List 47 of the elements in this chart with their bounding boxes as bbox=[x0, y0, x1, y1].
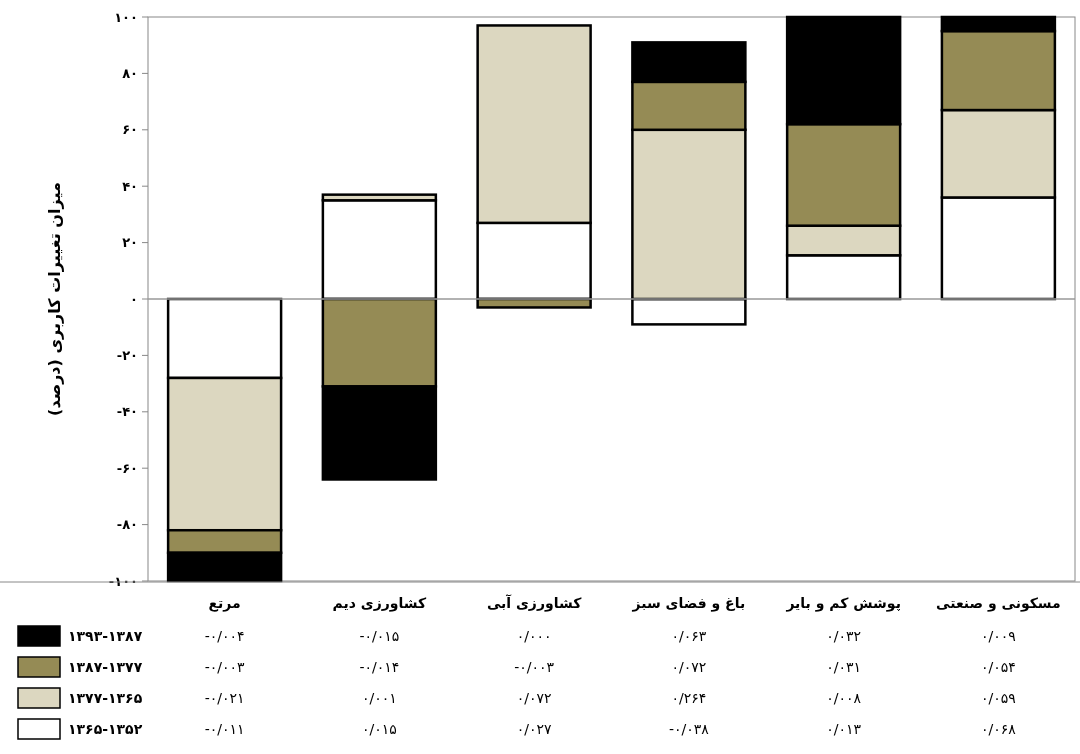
text: -۰/۰۰۳ bbox=[204, 658, 245, 675]
x-tick-label: مرتع bbox=[208, 595, 241, 612]
text: ۰/۰۷۲ bbox=[671, 658, 707, 675]
text: -۰/۰۱۴ bbox=[359, 658, 400, 675]
y-tick-label: ۱۰۰ bbox=[114, 9, 138, 25]
text: ۰/۰۳۲ bbox=[826, 627, 862, 644]
x-tick-label: کشاورزی آبی bbox=[486, 594, 583, 612]
text: -۰/۰۱۱ bbox=[204, 720, 245, 737]
text: -۰/۰۳۸ bbox=[668, 720, 710, 737]
y-tick-label: -۲۰ bbox=[116, 347, 138, 363]
y-tick-label: ۲۰ bbox=[122, 235, 138, 251]
x-tick-label: باغ و فضای سبز bbox=[631, 595, 746, 612]
y-tick-label: ۴۰ bbox=[122, 178, 138, 194]
y-axis-title: میزان تغییرات کاربری (درصد) bbox=[45, 182, 64, 416]
text: ۰/۰۰۸ bbox=[826, 689, 862, 706]
y-tick-label: ۰ bbox=[130, 291, 138, 307]
y-tick-label: ۶۰ bbox=[122, 122, 138, 138]
y-tick-label: -۴۰ bbox=[116, 404, 138, 420]
y-tick-label: ۸۰ bbox=[122, 65, 138, 81]
legend-label: ۱۳۷۷-۱۳۶۵ bbox=[68, 689, 143, 706]
text: -۰/۰۲۱ bbox=[204, 689, 245, 706]
text: ۰/۰۱۳ bbox=[826, 720, 862, 737]
x-tick-label: مسکونی و صنعتی bbox=[936, 595, 1061, 612]
x-tick-label: کشاورزی دیم bbox=[332, 595, 428, 612]
legend-label: ۱۳۹۳-۱۳۸۷ bbox=[68, 627, 143, 644]
text: ۰/۰۰۹ bbox=[981, 627, 1016, 644]
y-tick-label: -۸۰ bbox=[116, 517, 138, 533]
text: ۰/۲۶۴ bbox=[671, 689, 707, 706]
text: ۰/۰۵۴ bbox=[981, 658, 1016, 675]
text: ۰/۰۷۲ bbox=[516, 689, 552, 706]
text: ۰/۰۵۹ bbox=[981, 689, 1016, 706]
text: -۰/۰۰۳ bbox=[514, 658, 555, 675]
text: ۰/۰۶۸ bbox=[981, 720, 1017, 737]
text: -۰/۰۱۵ bbox=[359, 627, 400, 644]
text: ۰/۰۲۷ bbox=[516, 720, 552, 737]
legend-label: ۱۳۸۷-۱۳۷۷ bbox=[68, 658, 143, 675]
text: ۰/۰۰۰ bbox=[516, 627, 552, 644]
text: -۰/۰۰۴ bbox=[204, 627, 245, 644]
x-tick-label: پوشش کم و بایر bbox=[785, 595, 901, 612]
y-tick-label: -۱۰۰ bbox=[108, 573, 138, 589]
text: ۰/۰۱۵ bbox=[361, 720, 397, 737]
text: ۰/۰۳۱ bbox=[826, 658, 862, 675]
legend-label: ۱۳۶۵-۱۳۵۲ bbox=[68, 720, 143, 737]
text: ۰/۰۶۳ bbox=[671, 627, 707, 644]
y-tick-label: -۶۰ bbox=[116, 460, 138, 476]
text: ۰/۰۰۱ bbox=[361, 689, 397, 706]
bar bbox=[631, 297, 747, 326]
